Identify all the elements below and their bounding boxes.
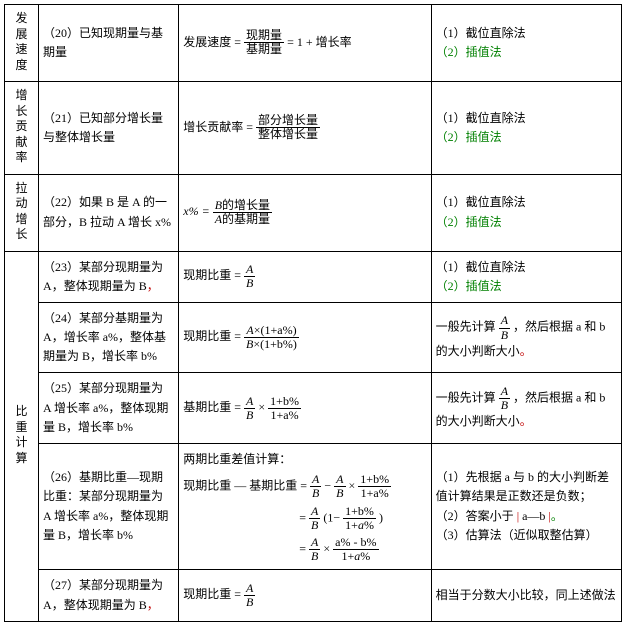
category-cell: 增长贡献率: [5, 81, 39, 174]
fraction: AB: [499, 314, 510, 341]
condition-cell: （21）已知部分增长量与整体增长量: [39, 81, 179, 174]
method-cell: （1）截位直除法 （2）插值法: [431, 251, 621, 302]
method-item: （3）估算法（近似取整估算）: [436, 526, 617, 545]
formula-text: 发展速度 =: [183, 35, 244, 49]
formula-text: = 1 + 增长率: [287, 35, 352, 49]
method-cell: （1）先根据 a 与 b 的大小判断差值计算结果是正数还是负数； （2）答案小于…: [431, 444, 621, 570]
table-row: 拉动增长 （22）如果 B 是 A 的一部分，B 拉动 A 增长 x% x% =…: [5, 174, 622, 251]
formula-cell: 增长贡献率 = 部分增长量 整体增长量: [179, 81, 431, 174]
method-cell: （1）截位直除法 （2）插值法: [431, 81, 621, 174]
method-item: （1）截位直除法: [436, 193, 617, 212]
condition-cell: （22）如果 B 是 A 的一部分，B 拉动 A 增长 x%: [39, 174, 179, 251]
method-item: （2）插值法: [436, 43, 617, 62]
category-label: 发展速度: [16, 11, 28, 73]
fraction: B的增长量 A的基期量: [213, 199, 272, 226]
method-item: （2）插值法: [436, 128, 617, 147]
fraction: A×(1+a%) B×(1+b%): [244, 324, 299, 351]
category-label: 拉动增长: [16, 181, 28, 243]
table-row: （26）基期比重—现期比重：某部分现期量为 A 增长率 a%，整体现期量 B，增…: [5, 444, 622, 570]
formula-cell: 发展速度 = 现期量 基期量 = 1 + 增长率: [179, 5, 431, 82]
table-row: 增长贡献率 （21）已知部分增长量与整体增长量 增长贡献率 = 部分增长量 整体…: [5, 81, 622, 174]
method-cell: 一般先计算 AB ，然后根据 a 和 b 的大小判断大小。: [431, 302, 621, 373]
table-row: 比重计算 （23）某部分现期量为 A，整体现期量为 B， 现期比重 = AB （…: [5, 251, 622, 302]
fraction: 1+b%1+a%: [268, 395, 301, 422]
formula-text: 现期比重 =: [183, 268, 244, 282]
method-cell: 相当于分数大小比较，同上述做法: [431, 570, 621, 621]
category-label: 增长贡献率: [16, 88, 28, 166]
fraction: AB: [244, 263, 255, 290]
condition-cell: （25）某部分现期量为 A 增长率 a%，整体现期量 B，增长率 b%: [39, 373, 179, 444]
method-item: （1）先根据 a 与 b 的大小判断差值计算结果是正数还是负数；: [436, 468, 617, 506]
formula-cell: 现期比重 = AB: [179, 251, 431, 302]
formula-text: 基期比重 =: [183, 400, 244, 414]
category-cell: 比重计算: [5, 251, 39, 621]
fraction: AB: [244, 582, 255, 609]
method-item: （1）截位直除法: [436, 24, 617, 43]
table-row: （24）某部分基期量为 A，增长率 a%，整体基期量为 B，增长率 b% 现期比…: [5, 302, 622, 373]
formula-text: 现期比重 =: [183, 587, 244, 601]
fraction: 部分增长量 整体增长量: [256, 114, 320, 141]
table-row: （25）某部分现期量为 A 增长率 a%，整体现期量 B，增长率 b% 基期比重…: [5, 373, 622, 444]
condition-cell: （27）某部分现期量为 A，整体现期量为 B，: [39, 570, 179, 621]
fraction: AB: [244, 395, 255, 422]
table-row: （27）某部分现期量为 A，整体现期量为 B， 现期比重 = AB 相当于分数大…: [5, 570, 622, 621]
formula-cell: 现期比重 = AB: [179, 570, 431, 621]
category-label: 比重计算: [16, 404, 28, 466]
formula-text: 现期比重 =: [183, 329, 244, 343]
method-cell: （1）截位直除法 （2）插值法: [431, 5, 621, 82]
formula-text: x% =: [183, 204, 212, 218]
condition-cell: （26）基期比重—现期比重：某部分现期量为 A 增长率 a%，整体现期量 B，增…: [39, 444, 179, 570]
method-item: （1）截位直除法: [436, 258, 617, 277]
condition-cell: （20）已知现期量与基期量: [39, 5, 179, 82]
formula-table: 发展速度 （20）已知现期量与基期量 发展速度 = 现期量 基期量 = 1 + …: [4, 4, 622, 622]
method-item: （2）答案小于 | a—b |。: [436, 507, 617, 526]
fraction: 现期量 基期量: [244, 29, 284, 56]
method-item: （2）插值法: [436, 213, 617, 232]
method-cell: （1）截位直除法 （2）插值法: [431, 174, 621, 251]
method-item: （1）截位直除法: [436, 109, 617, 128]
formula-cell: 现期比重 = A×(1+a%) B×(1+b%): [179, 302, 431, 373]
formula-cell: 基期比重 = AB × 1+b%1+a%: [179, 373, 431, 444]
formula-cell: 两期比重差值计算： 现期比重 — 基期比重 = AB − AB × 1+b%1+…: [179, 444, 431, 570]
category-cell: 拉动增长: [5, 174, 39, 251]
formula-cell: x% = B的增长量 A的基期量: [179, 174, 431, 251]
category-cell: 发展速度: [5, 5, 39, 82]
condition-cell: （24）某部分基期量为 A，增长率 a%，整体基期量为 B，增长率 b%: [39, 302, 179, 373]
formula-text: 现期比重 — 基期比重 =: [183, 479, 310, 493]
condition-cell: （23）某部分现期量为 A，整体现期量为 B，: [39, 251, 179, 302]
formula-text: 增长贡献率 =: [183, 120, 256, 134]
formula-title: 两期比重差值计算：: [183, 450, 426, 469]
table-row: 发展速度 （20）已知现期量与基期量 发展速度 = 现期量 基期量 = 1 + …: [5, 5, 622, 82]
fraction: AB: [499, 385, 510, 412]
method-item: （2）插值法: [436, 277, 617, 296]
method-cell: 一般先计算 AB ，然后根据 a 和 b 的大小判断大小。: [431, 373, 621, 444]
